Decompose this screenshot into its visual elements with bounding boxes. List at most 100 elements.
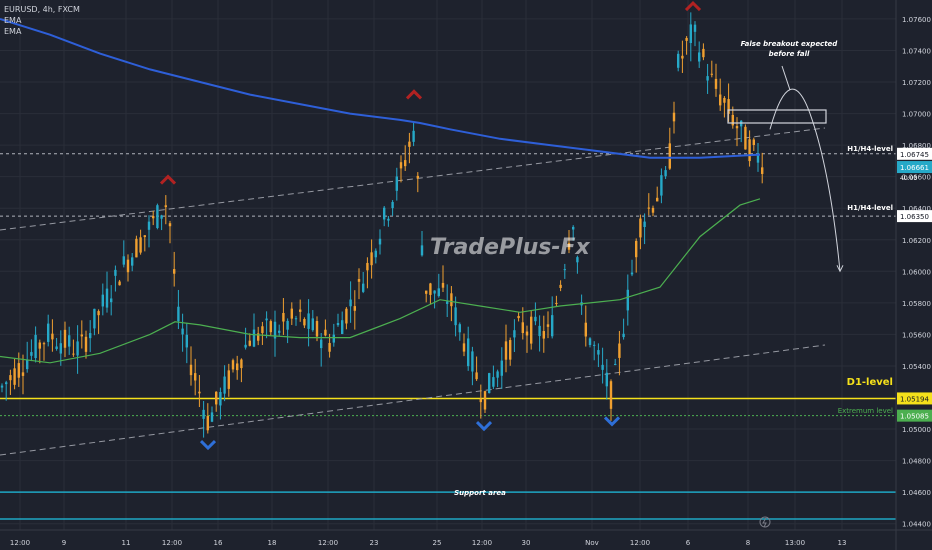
x-tick-label: 12:00 bbox=[318, 539, 338, 547]
candle-body bbox=[311, 318, 314, 331]
candle-body bbox=[412, 130, 415, 142]
candle-body bbox=[525, 331, 529, 336]
candle bbox=[122, 240, 125, 268]
candle-body bbox=[630, 272, 634, 275]
candle-body bbox=[441, 282, 445, 288]
ema-legend-2[interactable]: EMA bbox=[4, 27, 22, 36]
candle bbox=[345, 307, 348, 330]
y-tick-label: 1.04400 bbox=[902, 521, 931, 529]
candle bbox=[21, 354, 25, 395]
x-tick-label: 18 bbox=[268, 539, 277, 547]
extremum-level-badge: 1.05085 bbox=[897, 409, 932, 422]
candle-body bbox=[462, 343, 466, 352]
candle-body bbox=[399, 162, 403, 169]
candle-body bbox=[534, 316, 537, 322]
chevron-down-icon bbox=[603, 416, 621, 427]
candle bbox=[412, 122, 415, 147]
candle-body bbox=[13, 368, 16, 385]
candle bbox=[395, 167, 398, 201]
candle-body bbox=[416, 175, 419, 179]
candle-body bbox=[530, 316, 533, 344]
candle-body bbox=[80, 334, 83, 337]
candle bbox=[429, 282, 432, 305]
candle-body bbox=[122, 256, 125, 265]
candle bbox=[105, 271, 109, 313]
candle bbox=[374, 248, 377, 264]
ema-legend-1[interactable]: EMA bbox=[4, 16, 22, 25]
channel-lower-line bbox=[0, 344, 826, 456]
candle bbox=[551, 296, 554, 339]
candle bbox=[38, 339, 41, 364]
candle bbox=[618, 330, 621, 376]
candle bbox=[59, 330, 62, 366]
candle bbox=[404, 145, 407, 171]
candle-body bbox=[227, 370, 230, 389]
candle-body bbox=[131, 257, 134, 266]
candle bbox=[164, 195, 167, 225]
candle-body bbox=[244, 344, 247, 348]
candle-body bbox=[42, 343, 46, 345]
d1-level-badge-bg bbox=[897, 392, 932, 405]
lightning-icon-bolt bbox=[762, 517, 767, 528]
candle-body bbox=[378, 238, 382, 245]
candle-body bbox=[261, 326, 264, 334]
candle-body bbox=[706, 76, 709, 81]
candle bbox=[735, 117, 739, 147]
candle bbox=[72, 339, 75, 357]
candle bbox=[76, 325, 79, 374]
candle bbox=[458, 322, 461, 341]
candle-body bbox=[513, 330, 516, 338]
candle-body bbox=[660, 175, 663, 196]
candle bbox=[668, 127, 671, 170]
candle-body bbox=[588, 338, 592, 346]
candle-body bbox=[97, 311, 100, 316]
y-tick-label: 1.07400 bbox=[902, 47, 931, 55]
candle bbox=[168, 220, 172, 244]
candle bbox=[681, 40, 684, 73]
symbol-label[interactable]: EURUSD, 4h, FXCM bbox=[4, 5, 80, 14]
candle bbox=[261, 321, 264, 345]
x-tick-label: 12:00 bbox=[472, 539, 492, 547]
candle-body bbox=[677, 53, 680, 68]
h1h4-lower-label: H1/H4-level bbox=[847, 204, 893, 212]
candle-body bbox=[76, 341, 79, 356]
candle-body bbox=[626, 289, 629, 311]
candle bbox=[521, 307, 524, 340]
x-tick-label: 12:00 bbox=[162, 539, 182, 547]
candle bbox=[761, 152, 764, 184]
candle-body bbox=[47, 323, 50, 342]
candle-body bbox=[118, 281, 121, 286]
candle bbox=[114, 265, 117, 292]
h1h4-upper-badge: 1.06745 bbox=[897, 147, 932, 160]
candle-body bbox=[748, 139, 751, 162]
candle-body bbox=[425, 290, 428, 294]
candle bbox=[710, 60, 713, 78]
candle bbox=[139, 229, 142, 255]
d1-level-badge-text: 1.05194 bbox=[900, 395, 929, 403]
candle bbox=[202, 401, 205, 438]
y-tick-label: 1.07600 bbox=[902, 16, 931, 24]
candle-body bbox=[349, 299, 352, 307]
swing-markers bbox=[159, 0, 702, 451]
candle bbox=[366, 257, 369, 289]
time-axis: 12:00 9 11 12:00 16 18 12:00 23 25 12:00 30 Nov 12:0… bbox=[0, 529, 932, 547]
candle-body bbox=[290, 308, 293, 319]
candle bbox=[189, 346, 193, 386]
candle bbox=[546, 311, 550, 339]
candle bbox=[147, 215, 151, 248]
candle-body bbox=[139, 237, 142, 253]
candle bbox=[349, 281, 352, 323]
candle-body bbox=[643, 221, 646, 228]
candle bbox=[341, 311, 344, 335]
candle-body bbox=[315, 321, 319, 337]
candle bbox=[689, 12, 692, 62]
support-area-label: Support area bbox=[454, 489, 506, 497]
h1h4-lower-badge-bg bbox=[897, 210, 932, 223]
candle-body bbox=[210, 412, 214, 422]
chart-legend[interactable]: EURUSD, 4h, FXCM EMA EMA bbox=[4, 4, 80, 37]
candle-body bbox=[357, 279, 361, 282]
candle-body bbox=[294, 318, 298, 320]
h1h4-lower-badge: 1.06350 bbox=[897, 210, 932, 223]
